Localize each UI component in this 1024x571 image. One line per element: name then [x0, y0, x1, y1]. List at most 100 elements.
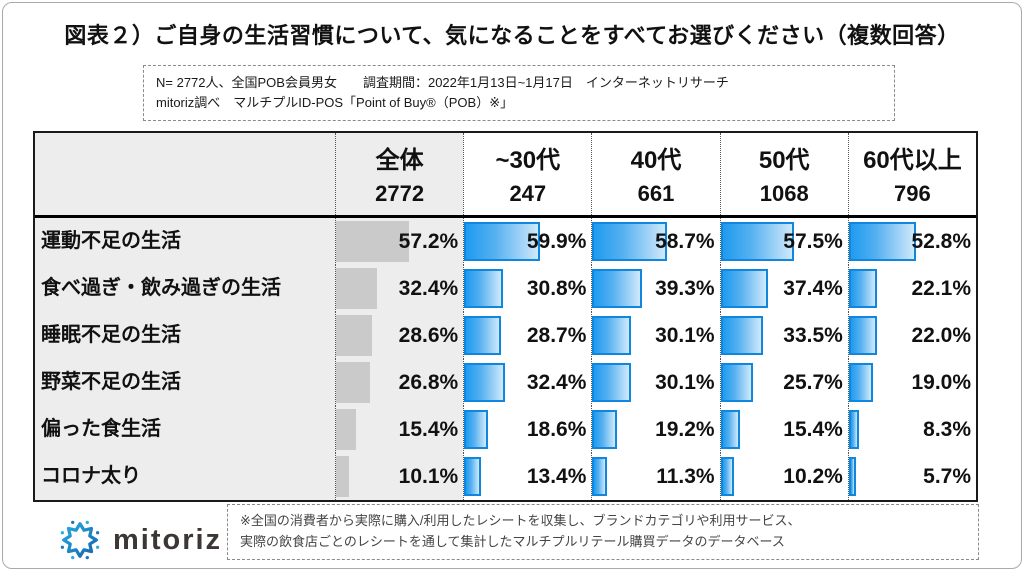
total-bar	[336, 456, 349, 497]
value-cell: 15.4%	[719, 406, 848, 453]
value-text: 25.7%	[783, 371, 843, 394]
value-text: 13.4%	[526, 465, 587, 488]
column-count: 1068	[759, 181, 809, 206]
value-cell: 30.8%	[463, 265, 591, 312]
value-bar	[464, 410, 488, 449]
row-label-cell: 運動不足の生活	[35, 218, 335, 265]
value-bar	[848, 316, 877, 355]
value-cell: 33.5%	[719, 312, 848, 359]
column-count: 2772	[375, 181, 425, 206]
value-cell: 15.4%	[335, 406, 464, 453]
total-bar	[336, 409, 356, 450]
value-text: 8.3%	[923, 418, 972, 441]
value-text: 5.7%	[923, 465, 972, 488]
table-row: 偏った食生活 15.4% 18.6% 19.2% 15.4% 8.3%	[35, 406, 976, 453]
total-bar	[336, 362, 371, 403]
header-col-50s: 50代 1068	[719, 133, 848, 215]
value-cell: 28.6%	[335, 312, 464, 359]
footer-note-box: ※全国の消費者から実際に購入/利用したレシートを収集し、ブランドカテゴリや利用サ…	[227, 504, 979, 560]
mitoriz-logo: mitoriz	[57, 517, 222, 563]
value-text: 57.2%	[398, 230, 459, 253]
value-bar	[464, 363, 506, 402]
value-cell: 22.1%	[847, 265, 976, 312]
row-label-cell: 偏った食生活	[35, 406, 335, 453]
value-bar	[848, 269, 877, 308]
value-cell: 28.7%	[463, 312, 591, 359]
value-bar	[720, 316, 764, 355]
table-row: コロナ太り 10.1% 13.4% 11.3% 10.2% 5.7%	[35, 453, 976, 500]
value-text: 59.9%	[526, 230, 587, 253]
value-text: 11.3%	[656, 465, 715, 488]
value-bar	[464, 316, 501, 355]
value-text: 58.7%	[655, 230, 715, 253]
value-cell: 39.3%	[591, 265, 719, 312]
value-cell: 58.7%	[591, 218, 719, 265]
value-cell: 52.8%	[847, 218, 976, 265]
value-bar	[848, 457, 857, 496]
column-count: 796	[894, 181, 931, 206]
value-text: 10.2%	[783, 465, 843, 488]
value-cell: 37.4%	[719, 265, 848, 312]
value-text: 30.1%	[655, 371, 715, 394]
value-bar	[592, 316, 631, 355]
value-cell: 25.7%	[719, 359, 848, 406]
total-bar	[336, 221, 409, 262]
value-cell: 5.7%	[847, 453, 976, 500]
value-text: 33.5%	[783, 324, 843, 347]
table-row: 運動不足の生活 57.2% 59.9% 58.7% 57.5% 52.8%	[35, 218, 976, 265]
row-label-cell: 睡眠不足の生活	[35, 312, 335, 359]
value-bar	[464, 457, 482, 496]
value-text: 22.0%	[911, 324, 972, 347]
row-label-cell: コロナ太り	[35, 453, 335, 500]
value-bar	[592, 269, 643, 308]
column-count: 247	[509, 181, 547, 206]
row-label-cell: 食べ過ぎ・飲み過ぎの生活	[35, 265, 335, 312]
value-text: 32.4%	[526, 371, 587, 394]
value-bar	[848, 222, 916, 261]
value-text: 26.8%	[398, 371, 459, 394]
value-text: 30.1%	[655, 324, 715, 347]
total-bar	[336, 315, 373, 356]
value-bar	[592, 457, 607, 496]
value-text: 28.6%	[398, 324, 459, 347]
value-text: 19.2%	[655, 418, 715, 441]
value-bar	[592, 410, 617, 449]
value-bar	[720, 269, 769, 308]
value-cell: 59.9%	[463, 218, 591, 265]
column-label: 50代	[758, 147, 810, 174]
total-bar	[336, 268, 378, 309]
value-text: 22.1%	[911, 277, 972, 300]
header-col-total: 全体 2772	[335, 133, 464, 215]
value-cell: 10.1%	[335, 453, 464, 500]
value-bar	[592, 363, 631, 402]
value-bar	[464, 222, 541, 261]
value-text: 57.5%	[783, 230, 843, 253]
row-label: 野菜不足の生活	[41, 371, 181, 393]
value-text: 19.0%	[911, 371, 972, 394]
value-text: 32.4%	[398, 277, 459, 300]
value-bar	[720, 222, 794, 261]
table-row: 睡眠不足の生活 28.6% 28.7% 30.1% 33.5% 22.0%	[35, 312, 976, 359]
value-cell: 13.4%	[463, 453, 591, 500]
mitoriz-logo-text: mitoriz	[113, 523, 223, 556]
results-table: 全体 2772 ~30代 247 40代 661 50代 1068 60代以上 …	[33, 131, 978, 502]
value-text: 52.8%	[911, 230, 972, 253]
row-label: 食べ過ぎ・飲み過ぎの生活	[41, 277, 281, 299]
value-text: 37.4%	[783, 277, 843, 300]
header-col-30s: ~30代 247	[463, 133, 591, 215]
value-text: 15.4%	[398, 418, 459, 441]
row-label-cell: 野菜不足の生活	[35, 359, 335, 406]
header-empty-cell	[35, 133, 335, 215]
value-cell: 19.0%	[847, 359, 976, 406]
value-bar	[848, 410, 860, 449]
value-cell: 26.8%	[335, 359, 464, 406]
value-cell: 19.2%	[591, 406, 719, 453]
value-cell: 57.5%	[719, 218, 848, 265]
value-cell: 8.3%	[847, 406, 976, 453]
footer-note-line2: 実際の飲食店ごとのレシートを通して集計したマルチプルリテール購買データのデータベ…	[240, 533, 785, 549]
value-cell: 11.3%	[591, 453, 719, 500]
value-text: 15.4%	[783, 418, 843, 441]
table-row: 野菜不足の生活 26.8% 32.4% 30.1% 25.7% 19.0%	[35, 359, 976, 406]
value-text: 10.1%	[398, 465, 459, 488]
